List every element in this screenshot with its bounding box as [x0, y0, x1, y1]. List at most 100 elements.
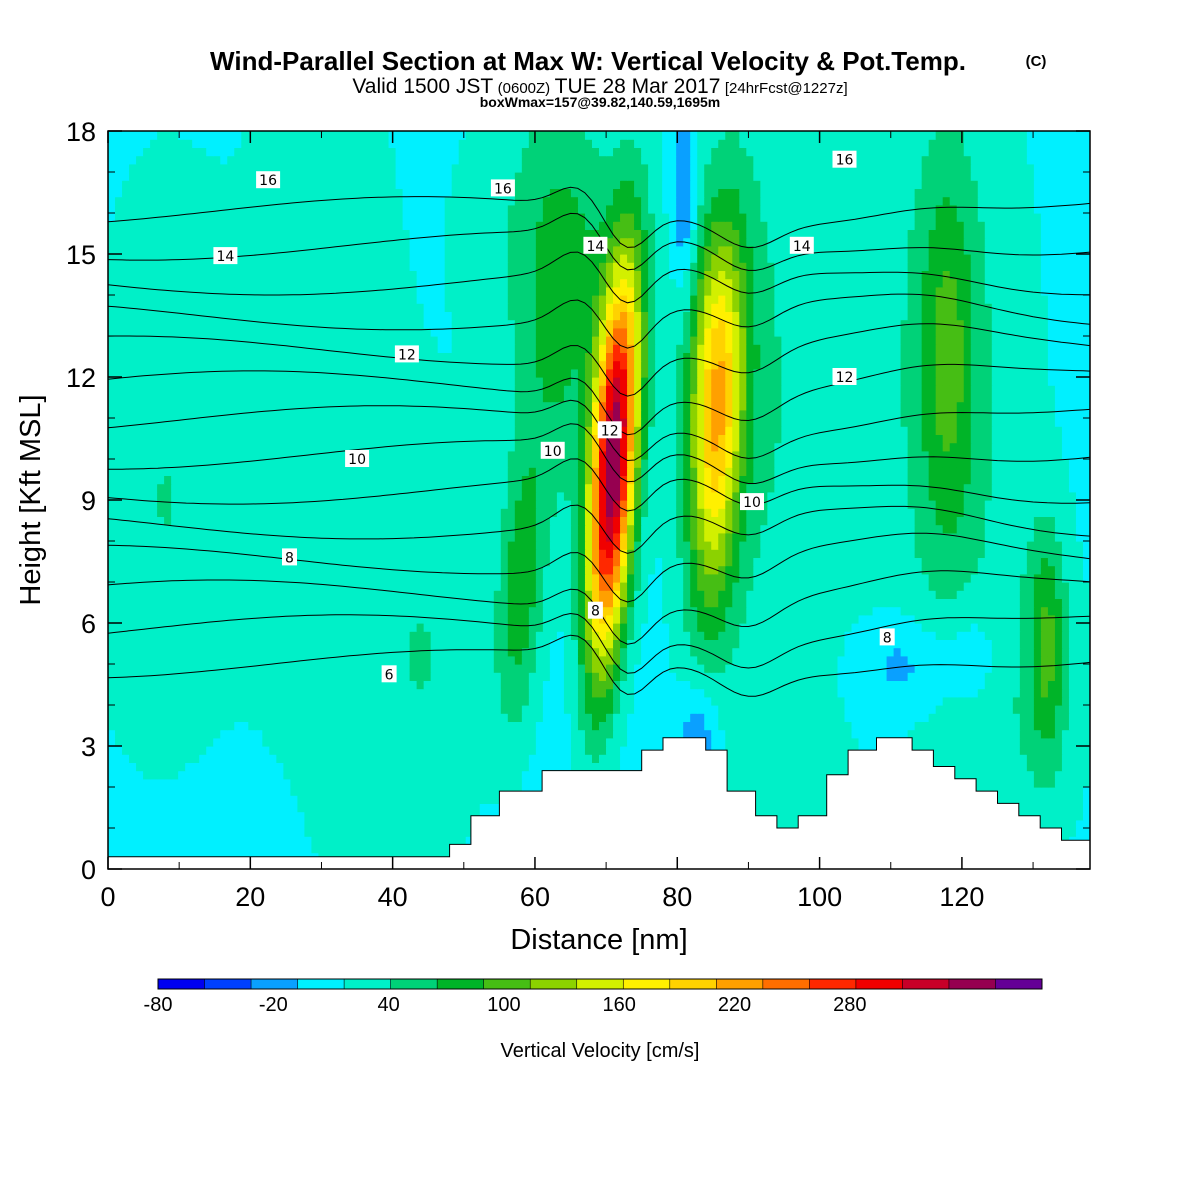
- field-cell: [977, 582, 986, 591]
- field-cell: [928, 737, 937, 747]
- field-cell: [606, 639, 614, 649]
- field-cell: [746, 606, 754, 616]
- field-cell: [129, 811, 137, 821]
- field-cell: [416, 664, 425, 673]
- field-cell: [276, 664, 284, 673]
- field-cell: [683, 623, 691, 632]
- field-cell: [206, 573, 214, 583]
- field-cell: [479, 582, 488, 591]
- field-cell: [900, 590, 909, 599]
- field-cell: [290, 746, 298, 755]
- field-cell: [290, 639, 298, 649]
- field-cell: [977, 639, 986, 649]
- field-cell: [465, 639, 474, 649]
- field-cell: [760, 614, 768, 624]
- field-cell: [297, 819, 305, 829]
- field-cell: [690, 614, 698, 624]
- field-cell: [549, 623, 558, 632]
- field-cell: [711, 582, 719, 591]
- field-cell: [276, 729, 284, 739]
- field-cell: [493, 803, 502, 813]
- field-cell: [122, 655, 130, 665]
- field-cell: [437, 844, 446, 854]
- field-cell: [409, 573, 418, 583]
- field-cell: [311, 696, 320, 706]
- field-cell: [395, 844, 404, 854]
- field-cell: [143, 573, 151, 583]
- field-cell: [255, 573, 263, 583]
- field-cell: [760, 696, 768, 706]
- field-cell: [311, 828, 320, 837]
- field-cell: [1012, 639, 1021, 649]
- field-cell: [339, 754, 348, 763]
- field-cell: [613, 639, 621, 649]
- field-cell: [262, 631, 270, 640]
- field-cell: [802, 606, 811, 616]
- field-cell: [549, 631, 558, 640]
- field-cell: [346, 713, 355, 722]
- field-cell: [241, 705, 249, 714]
- field-cell: [1075, 672, 1084, 681]
- field-cell: [1033, 598, 1042, 608]
- field-cell: [192, 582, 200, 591]
- field-cell: [739, 762, 747, 772]
- field-cell: [395, 770, 404, 780]
- field-cell: [451, 573, 460, 583]
- field-cell: [774, 696, 782, 706]
- field-cell: [192, 672, 200, 681]
- field-cell: [416, 746, 425, 755]
- field-cell: [234, 737, 242, 747]
- field-cell: [795, 795, 804, 804]
- field-cell: [774, 672, 782, 681]
- field-cell: [395, 688, 404, 698]
- field-cell: [704, 590, 712, 599]
- field-cell: [409, 828, 418, 837]
- field-cell: [1054, 614, 1063, 624]
- field-cell: [472, 582, 481, 591]
- field-cell: [1082, 664, 1090, 673]
- field-cell: [423, 655, 432, 665]
- field-cell: [451, 746, 460, 755]
- field-cell: [956, 696, 965, 706]
- field-cell: [956, 729, 965, 739]
- field-cell: [444, 836, 453, 845]
- field-cell: [711, 598, 719, 608]
- field-cell: [444, 582, 453, 591]
- field-cell: [844, 737, 853, 747]
- field-cell: [157, 598, 165, 608]
- field-cell: [591, 647, 600, 657]
- field-cell: [339, 836, 348, 845]
- field-cell: [837, 754, 846, 763]
- field-cell: [185, 811, 193, 821]
- field-cell: [402, 672, 411, 681]
- field-cell: [1061, 680, 1070, 690]
- field-cell: [150, 721, 158, 731]
- field-cell: [227, 688, 235, 698]
- field-cell: [627, 713, 635, 722]
- zulu-time-text: (0600Z): [498, 80, 551, 97]
- field-cell: [893, 664, 902, 673]
- field-cell: [1061, 672, 1070, 681]
- field-cell: [122, 828, 130, 837]
- field-cell: [921, 582, 930, 591]
- field-cell: [802, 729, 811, 739]
- field-cell: [199, 696, 207, 706]
- field-cell: [290, 672, 298, 681]
- field-cell: [634, 647, 642, 657]
- field-cell: [381, 721, 390, 731]
- field-cell: [1047, 688, 1056, 698]
- field-cell: [718, 590, 726, 599]
- field-cell: [956, 770, 965, 780]
- field-cell: [395, 606, 404, 616]
- field-cell: [178, 729, 186, 739]
- field-cell: [486, 770, 495, 780]
- field-cell: [1068, 664, 1077, 673]
- field-cell: [437, 746, 446, 755]
- field-cell: [725, 582, 733, 591]
- field-cell: [283, 647, 291, 657]
- field-cell: [206, 598, 214, 608]
- field-cell: [690, 672, 698, 681]
- field-cell: [437, 836, 446, 845]
- field-cell: [283, 680, 291, 690]
- field-cell: [115, 655, 123, 665]
